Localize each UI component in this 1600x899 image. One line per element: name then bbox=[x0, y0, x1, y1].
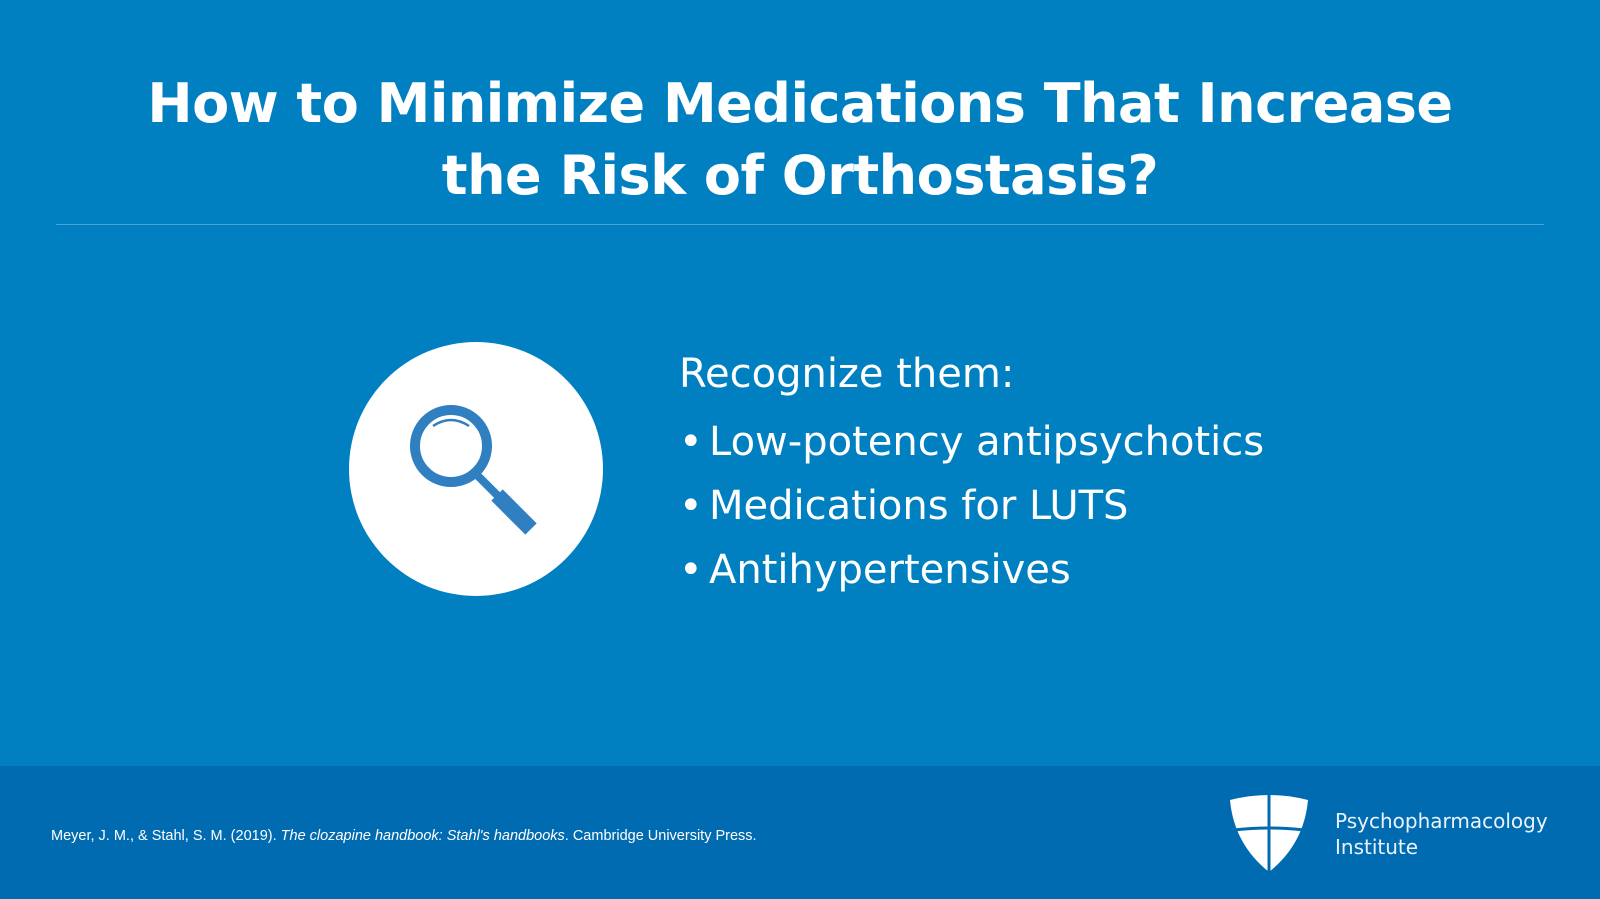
title-line-2: the Risk of Orthostasis? bbox=[441, 144, 1159, 207]
list-item-text: Low-potency antipsychotics bbox=[709, 419, 1265, 465]
list-item-text: Medications for LUTS bbox=[709, 483, 1129, 529]
magnifying-glass-icon bbox=[349, 342, 603, 596]
logo-line-1: Psychopharmacology bbox=[1335, 809, 1548, 833]
bullet: • bbox=[679, 483, 703, 529]
citation-publisher: . Cambridge University Press. bbox=[564, 828, 757, 844]
list-item: • Low-potency antipsychotics bbox=[679, 410, 1264, 474]
list-item: • Antihypertensives bbox=[679, 538, 1264, 602]
citation-authors: Meyer, J. M., & Stahl, S. M. (2019). bbox=[51, 828, 281, 844]
content-list: Recognize them: • Low-potency antipsychot… bbox=[679, 344, 1264, 602]
citation-title: The clozapine handbook: Stahl's handbook… bbox=[280, 828, 565, 844]
logo-text: Psychopharmacology Institute bbox=[1335, 808, 1548, 860]
title-divider bbox=[56, 224, 1544, 225]
logo-line-2: Institute bbox=[1335, 835, 1419, 859]
slide-title: How to Minimize Medications That Increas… bbox=[0, 68, 1600, 212]
list-item-text: Antihypertensives bbox=[709, 547, 1071, 593]
citation: Meyer, J. M., & Stahl, S. M. (2019). The… bbox=[51, 828, 757, 844]
footer bbox=[0, 766, 1600, 899]
list-heading: Recognize them: bbox=[679, 351, 1015, 397]
title-line-1: How to Minimize Medications That Increas… bbox=[147, 72, 1453, 135]
shield-logo-icon bbox=[1230, 794, 1308, 872]
bullet: • bbox=[679, 419, 703, 465]
bullet: • bbox=[679, 547, 703, 593]
list-item: • Medications for LUTS bbox=[679, 474, 1264, 538]
